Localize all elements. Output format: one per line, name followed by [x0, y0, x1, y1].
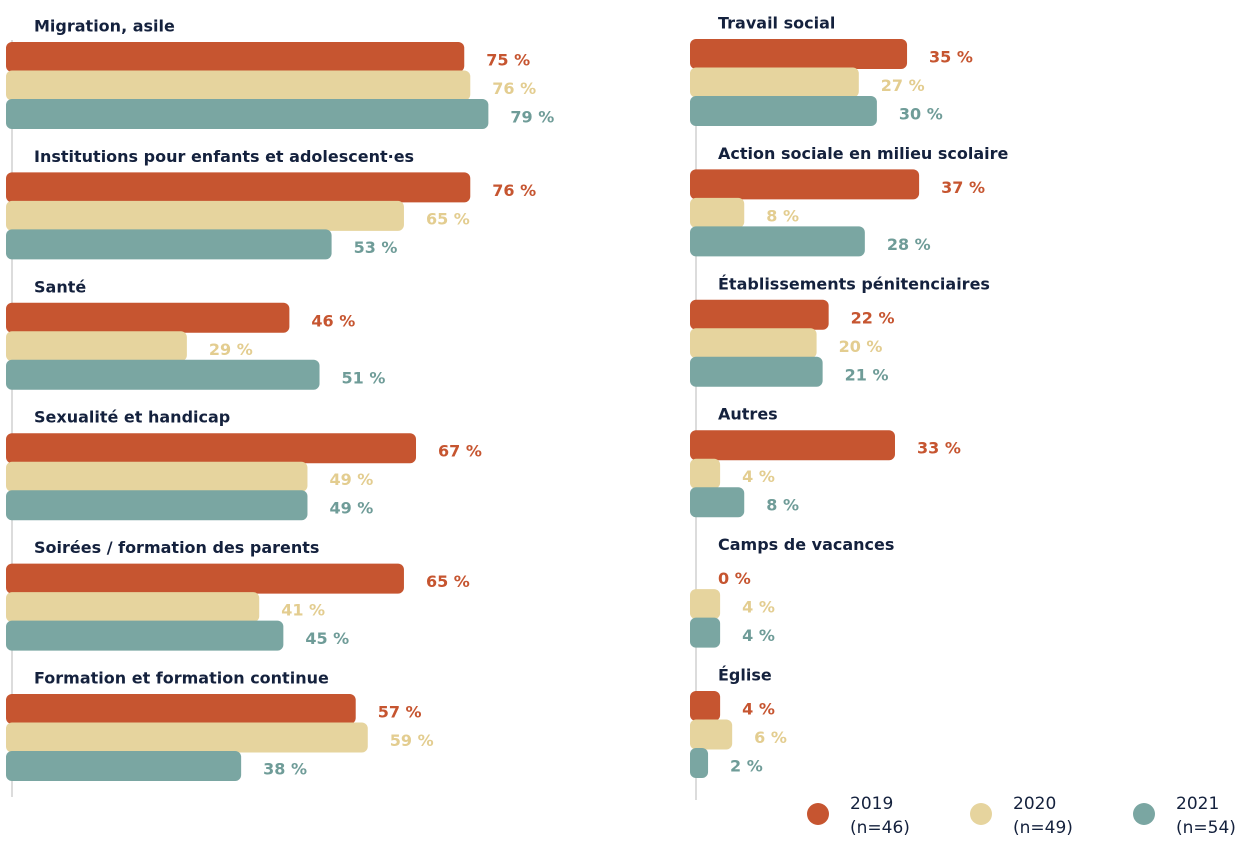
bar: [6, 200, 404, 231]
value-label: 57 %: [378, 703, 422, 722]
bar: [690, 96, 877, 126]
bar: [690, 458, 721, 489]
value-label: 76 %: [492, 79, 536, 98]
bar: [690, 299, 829, 330]
bar: [6, 229, 332, 260]
bar: [6, 592, 260, 623]
value-label: 46 %: [311, 311, 355, 330]
value-label: 4 %: [742, 700, 775, 719]
legend-swatch: [807, 803, 829, 825]
bar: [690, 691, 721, 721]
value-label: 8 %: [766, 206, 799, 225]
bar: [6, 70, 471, 101]
value-label: 22 %: [851, 308, 895, 327]
category-label: Formation et formation continue: [34, 669, 329, 688]
bar: [6, 172, 471, 203]
value-label: 30 %: [899, 105, 943, 124]
category-label: Travail social: [718, 14, 835, 33]
value-label: 4 %: [742, 598, 775, 617]
bar: [6, 620, 284, 651]
value-label: 75 %: [486, 51, 530, 70]
legend-swatch: [1133, 803, 1155, 825]
category-label: Sexualité et handicap: [34, 408, 230, 427]
category-label: Autres: [718, 405, 778, 424]
bar: [6, 694, 356, 724]
bar: [6, 433, 417, 464]
bar: [6, 331, 187, 362]
value-label: 49 %: [329, 470, 373, 489]
value-label: 41 %: [281, 601, 325, 620]
value-label: 65 %: [426, 209, 470, 228]
bar: [690, 197, 745, 228]
legend-label: 2019: [850, 794, 893, 814]
bar: [690, 589, 721, 620]
bar: [6, 99, 489, 129]
category-label: Santé: [34, 277, 86, 296]
value-label: 67 %: [438, 442, 482, 461]
value-label: 51 %: [342, 368, 386, 387]
category-label: Soirées / formation des parents: [34, 538, 319, 557]
value-label: 27 %: [881, 76, 925, 95]
bar: [690, 328, 817, 359]
legend-label: 2020: [1013, 794, 1056, 814]
value-label: 35 %: [929, 48, 973, 67]
bar: [690, 719, 733, 750]
legend-sample: (n=54): [1176, 818, 1236, 838]
value-label: 29 %: [209, 340, 253, 359]
value-label: 53 %: [354, 238, 398, 257]
bar: [690, 356, 823, 387]
bar: [690, 748, 709, 778]
value-label: 33 %: [917, 439, 961, 458]
value-label: 76 %: [492, 181, 536, 200]
category-label: Église: [718, 666, 772, 685]
value-label: 45 %: [305, 629, 349, 648]
category-label: Camps de vacances: [718, 535, 894, 554]
category-label: Institutions pour enfants et adolescent·…: [34, 147, 414, 166]
bar: [6, 359, 320, 390]
value-label: 21 %: [845, 365, 889, 384]
value-label: 0 %: [718, 569, 751, 588]
bar: [690, 487, 745, 518]
legend-swatch: [970, 803, 992, 825]
value-label: 38 %: [263, 760, 307, 779]
category-label: Établissements pénitenciaires: [718, 274, 990, 293]
bar: [6, 490, 308, 521]
value-label: 8 %: [766, 496, 799, 515]
bar: [6, 563, 404, 594]
category-label: Migration, asile: [34, 17, 175, 36]
legend-sample: (n=49): [1013, 818, 1073, 838]
value-label: 59 %: [390, 731, 434, 750]
bar: [6, 722, 368, 753]
value-label: 2 %: [730, 757, 763, 776]
bar: [690, 226, 865, 257]
legend-label: 2021: [1176, 794, 1219, 814]
value-label: 4 %: [742, 467, 775, 486]
value-label: 20 %: [839, 337, 883, 356]
bar: [6, 751, 242, 781]
bar: [690, 39, 908, 69]
value-label: 4 %: [742, 626, 775, 645]
bar: [690, 430, 895, 461]
value-label: 65 %: [426, 572, 470, 591]
bar: [6, 42, 465, 72]
value-label: 49 %: [329, 499, 373, 518]
value-label: 6 %: [754, 728, 787, 747]
bar: [6, 461, 308, 492]
bar: [690, 617, 721, 648]
bar: [690, 67, 859, 98]
category-label: Action sociale en milieu scolaire: [718, 144, 1009, 163]
value-label: 79 %: [510, 108, 554, 127]
bar: [690, 169, 920, 200]
value-label: 37 %: [941, 178, 985, 197]
value-label: 28 %: [887, 235, 931, 254]
legend-sample: (n=46): [850, 818, 910, 838]
bar: [6, 302, 290, 333]
